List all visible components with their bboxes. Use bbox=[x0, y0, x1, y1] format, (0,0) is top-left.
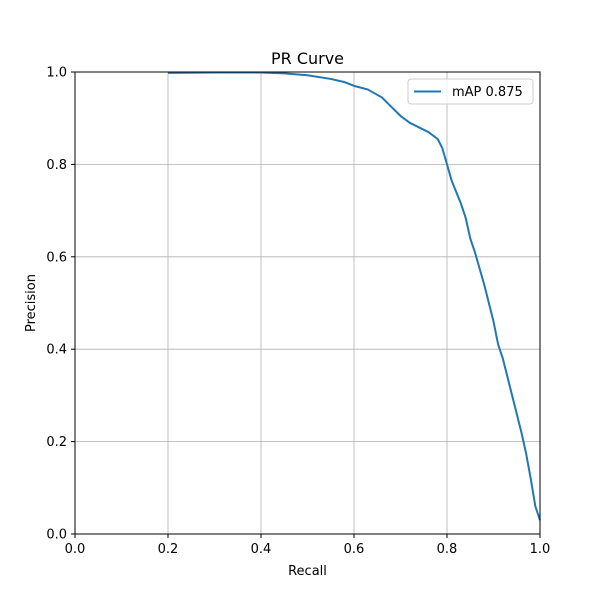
x-tick-label: 0.2 bbox=[158, 542, 179, 557]
x-axis-label: Recall bbox=[288, 564, 327, 579]
y-tick-label: 0.6 bbox=[46, 250, 67, 265]
y-axis-label: Precision bbox=[24, 274, 39, 332]
y-tick-label: 0.4 bbox=[46, 343, 67, 358]
axis-ticks: 0.0 0.2 0.4 0.6 0.8 1.0 0.0 0.2 0.4 0.6 0.8 1.0 bbox=[46, 66, 550, 558]
pr-curve-line bbox=[167, 71, 541, 521]
y-tick-label: 0.8 bbox=[46, 158, 67, 173]
x-tick-label: 0.6 bbox=[344, 542, 365, 557]
y-tick-label: 0.2 bbox=[46, 435, 67, 450]
x-tick-label: 0.0 bbox=[65, 542, 86, 557]
series-layer bbox=[167, 71, 541, 521]
legend-box bbox=[407, 78, 534, 105]
legend: mAP 0.875 bbox=[407, 78, 534, 105]
y-tick-label: 0.0 bbox=[46, 528, 67, 543]
x-tick-label: 0.4 bbox=[251, 542, 272, 557]
y-tick-label: 1.0 bbox=[46, 66, 67, 81]
x-tick-label: 0.8 bbox=[437, 542, 458, 557]
plot-frame bbox=[74, 71, 541, 535]
grid-lines bbox=[74, 71, 541, 535]
chart-title: PR Curve bbox=[271, 49, 344, 68]
legend-series-label: mAP 0.875 bbox=[452, 85, 523, 100]
x-tick-label: 1.0 bbox=[530, 542, 551, 557]
